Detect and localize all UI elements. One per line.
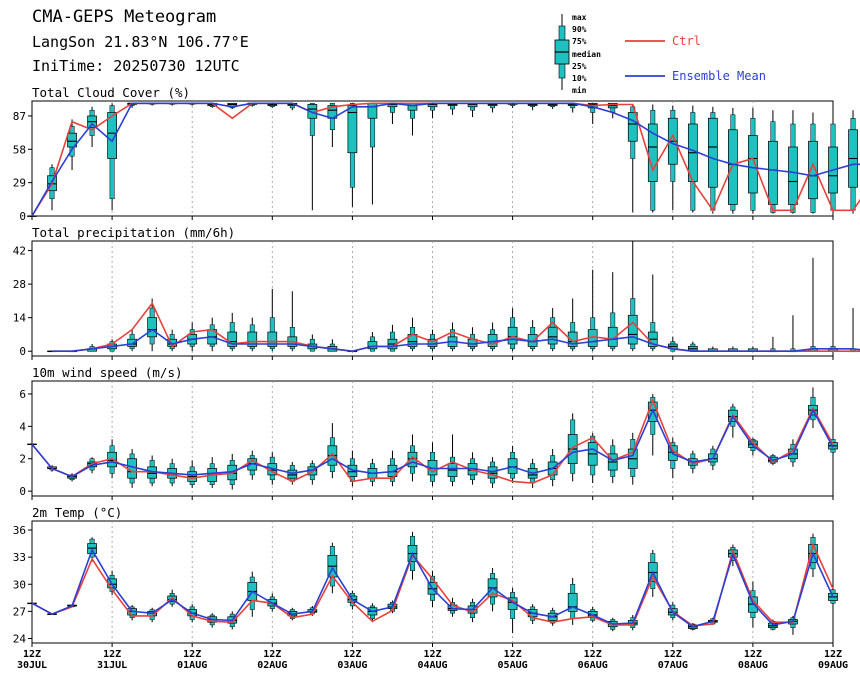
ensemble-mean-line — [31, 408, 834, 478]
y-tick-label: 33 — [13, 551, 26, 564]
box-inner — [728, 129, 738, 205]
y-tick-label: 2 — [19, 453, 26, 466]
box-inner — [768, 140, 778, 205]
x-tick-date: 05AUG — [498, 660, 528, 671]
ctrl-line — [31, 398, 834, 484]
legend-box-label: 90% — [572, 25, 587, 34]
box-inner — [627, 112, 638, 142]
x-tick-time: 12Z — [824, 649, 842, 660]
y-tick-label: 0 — [19, 485, 26, 498]
ensemble-mean-line — [31, 548, 834, 628]
x-tick-date: 02AUG — [257, 660, 287, 671]
box-inner — [487, 466, 498, 479]
init-time-label: IniTime: 20250730 12UTC — [32, 57, 240, 75]
y-tick-label: 28 — [13, 278, 26, 291]
box-inner — [227, 331, 238, 347]
x-tick-date: 07AUG — [658, 660, 688, 671]
box-inner — [788, 146, 798, 205]
y-tick-label: 0 — [19, 210, 26, 223]
box-inner — [67, 132, 77, 148]
x-tick-date: 09AUG — [818, 660, 848, 671]
x-tick-time: 12Z — [584, 649, 602, 660]
location-label: LangSon 21.83°N 106.77°E — [32, 33, 249, 51]
legend-box-label: min — [572, 85, 587, 95]
panel-title: 10m wind speed (m/s) — [32, 365, 183, 380]
y-tick-label: 24 — [13, 632, 27, 645]
box-outer — [309, 103, 315, 136]
box-inner — [748, 135, 758, 194]
y-tick-label: 30 — [13, 578, 26, 591]
box-inner — [347, 105, 358, 154]
y-tick-label: 0 — [19, 345, 26, 358]
x-tick-time: 12Z — [423, 649, 441, 660]
x-tick-time: 12Z — [23, 649, 41, 660]
box-inner — [808, 140, 818, 200]
box-inner — [707, 117, 718, 188]
y-tick-label: 87 — [13, 110, 26, 123]
x-tick-time: 12Z — [263, 649, 281, 660]
legend-ctrl-label: Ctrl — [672, 34, 701, 48]
box-inner — [547, 326, 558, 345]
box-inner — [607, 326, 618, 347]
box-inner — [127, 458, 137, 479]
x-tick-date: 01AUG — [177, 660, 207, 671]
box-inner — [567, 331, 578, 347]
box-inner — [107, 112, 117, 159]
x-tick-time: 12Z — [504, 649, 522, 660]
x-tick-date: 03AUG — [337, 660, 367, 671]
legend-box-label: 10% — [572, 74, 587, 83]
y-tick-label: 58 — [13, 143, 26, 156]
box-inner — [407, 102, 418, 111]
chart-title: CMA-GEPS Meteogram — [32, 7, 217, 27]
x-tick-time: 12Z — [664, 649, 682, 660]
box-inner — [507, 326, 518, 345]
y-tick-label: 4 — [19, 420, 26, 433]
x-tick-date: 30JUL — [17, 660, 47, 671]
box-inner — [627, 314, 638, 345]
y-tick-label: 36 — [13, 524, 26, 537]
legend-box-label: 25% — [572, 62, 587, 71]
panel-title: Total Cloud Cover (%) — [32, 85, 190, 100]
y-tick-label: 27 — [13, 605, 26, 618]
box-inner — [267, 331, 278, 347]
y-tick-label: 42 — [13, 245, 26, 258]
x-tick-time: 12Z — [103, 649, 121, 660]
y-tick-label: 6 — [19, 388, 26, 401]
x-tick-time: 12Z — [183, 649, 201, 660]
legend-box-label: median — [572, 49, 601, 59]
legend-box-label: 75% — [572, 37, 587, 46]
y-tick-label: 14 — [13, 312, 27, 325]
panel-title: Total precipitation (mm/6h) — [32, 225, 235, 240]
panel-title: 2m Temp (°C) — [32, 505, 122, 520]
x-tick-date: 08AUG — [738, 660, 768, 671]
ensemble-mean-line — [31, 102, 860, 217]
x-tick-date: 06AUG — [578, 660, 608, 671]
x-tick-date: 31JUL — [97, 660, 127, 671]
box-inner — [127, 338, 137, 347]
box-inner — [287, 469, 298, 479]
x-tick-date: 04AUG — [417, 660, 447, 671]
box-inner — [367, 341, 378, 350]
box-inner — [147, 317, 157, 338]
ensemble-mean-line — [52, 328, 860, 353]
box-inner — [247, 331, 258, 347]
x-tick-time: 12Z — [343, 649, 361, 660]
legend-ens-label: Ensemble Mean — [672, 69, 766, 83]
legend-box-label: max — [572, 13, 587, 22]
y-tick-label: 29 — [13, 177, 26, 190]
box-inner — [567, 592, 578, 612]
x-tick-time: 12Z — [744, 649, 762, 660]
